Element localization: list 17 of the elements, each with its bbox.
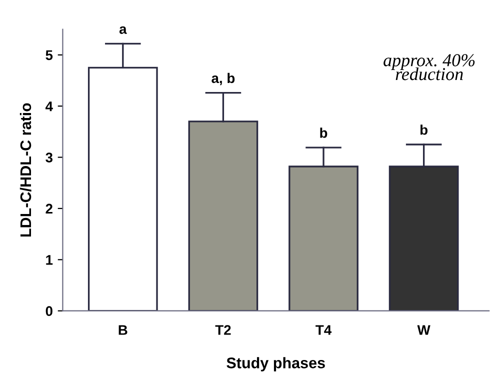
y-tick-label: 0: [46, 306, 52, 316]
y-tick-label: 5: [46, 50, 53, 60]
y-tick-label: 4: [45, 102, 53, 112]
annotation: a: [119, 26, 127, 34]
y-axis-title: LDL-C/HDL-C ratio: [20, 103, 32, 237]
x-axis-title: Study phases: [226, 357, 325, 372]
y-tick-label: 1: [46, 255, 53, 265]
y-tick-label: 2: [46, 204, 52, 214]
annotation: b: [320, 128, 328, 138]
y-tick-label: 3: [46, 152, 52, 162]
x-tick-label: B: [118, 325, 128, 335]
x-tick-label: T2: [215, 325, 231, 335]
x-tick-label: W: [417, 325, 430, 335]
x-tick-label: T4: [316, 325, 332, 335]
annotation: a, b: [212, 72, 235, 86]
annotation: approx. 40% reduction: [384, 54, 475, 80]
annotation: b: [420, 124, 428, 135]
